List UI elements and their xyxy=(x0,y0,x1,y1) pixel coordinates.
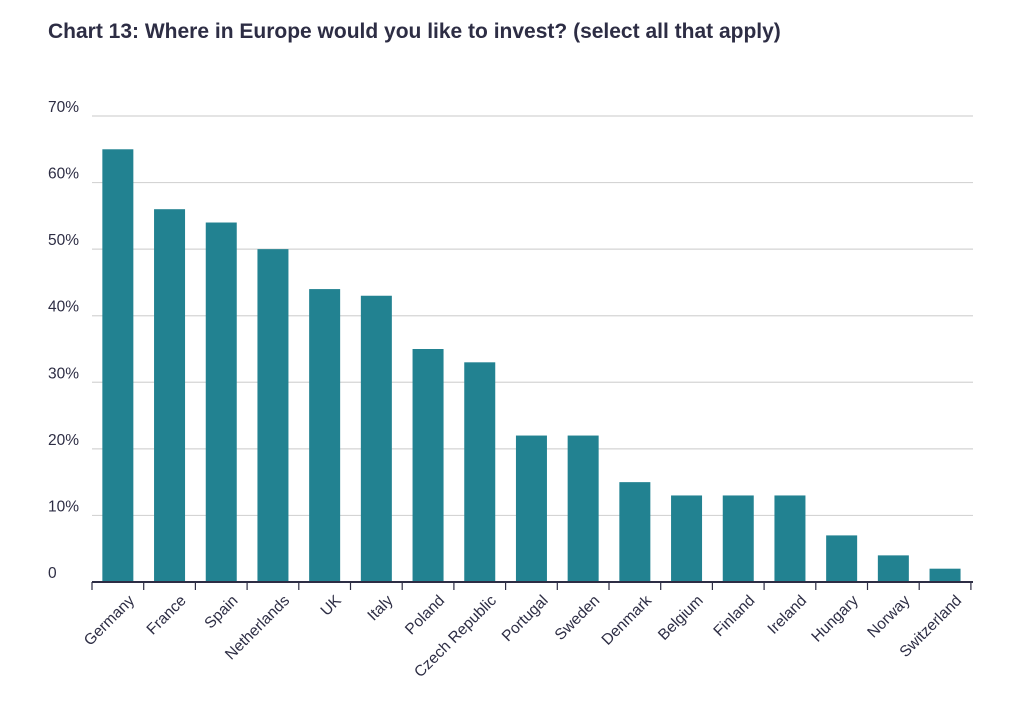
x-tick-label: Norway xyxy=(864,592,913,641)
y-tick-label: 70% xyxy=(48,99,79,116)
x-tick-label: Poland xyxy=(402,592,448,638)
x-tick-label: France xyxy=(144,592,190,638)
bar-denmark xyxy=(619,482,651,582)
y-tick-label: 40% xyxy=(48,299,79,316)
y-tick-label: 30% xyxy=(48,365,79,382)
bar-france xyxy=(154,209,186,582)
chart-title: Chart 13: Where in Europe would you like… xyxy=(48,20,781,43)
y-tick-label: 10% xyxy=(48,498,79,515)
x-axis xyxy=(91,581,973,590)
bar-czech-republic xyxy=(464,362,496,582)
y-tick-label: 20% xyxy=(48,432,79,449)
y-tick-label: 50% xyxy=(48,232,79,249)
bar-norway xyxy=(877,555,909,582)
bar-portugal xyxy=(515,435,547,582)
bar-uk xyxy=(309,289,341,582)
x-tick-label: Germany xyxy=(81,592,138,649)
bars xyxy=(102,149,961,583)
x-tick-label: Ireland xyxy=(765,592,811,638)
x-tick-label: Spain xyxy=(201,592,241,632)
bar-italy xyxy=(360,295,392,582)
bar-poland xyxy=(412,349,444,582)
bar-belgium xyxy=(671,495,703,582)
x-tick-label: Sweden xyxy=(552,592,604,644)
bar-hungary xyxy=(826,535,858,582)
bar-germany xyxy=(102,149,134,583)
x-tick-label: Finland xyxy=(710,592,758,640)
bar-netherlands xyxy=(257,249,289,582)
bar-switzerland xyxy=(929,568,961,582)
y-axis-tick-labels: 0 10% 20% 30% 40% 50% 60% 70% xyxy=(48,99,79,582)
bar-finland xyxy=(722,495,754,582)
y-tick-label: 60% xyxy=(48,166,79,183)
bar-spain xyxy=(205,222,237,582)
x-tick-label: Denmark xyxy=(599,592,656,649)
x-tick-label: Belgium xyxy=(655,592,707,644)
x-tick-label: Italy xyxy=(364,592,396,624)
bar-sweden xyxy=(567,435,599,582)
x-tick-label: Hungary xyxy=(808,592,862,646)
y-tick-label: 0 xyxy=(48,565,57,582)
bar-ireland xyxy=(774,495,806,582)
x-tick-label: Portugal xyxy=(499,592,552,645)
x-tick-label: UK xyxy=(318,592,346,620)
